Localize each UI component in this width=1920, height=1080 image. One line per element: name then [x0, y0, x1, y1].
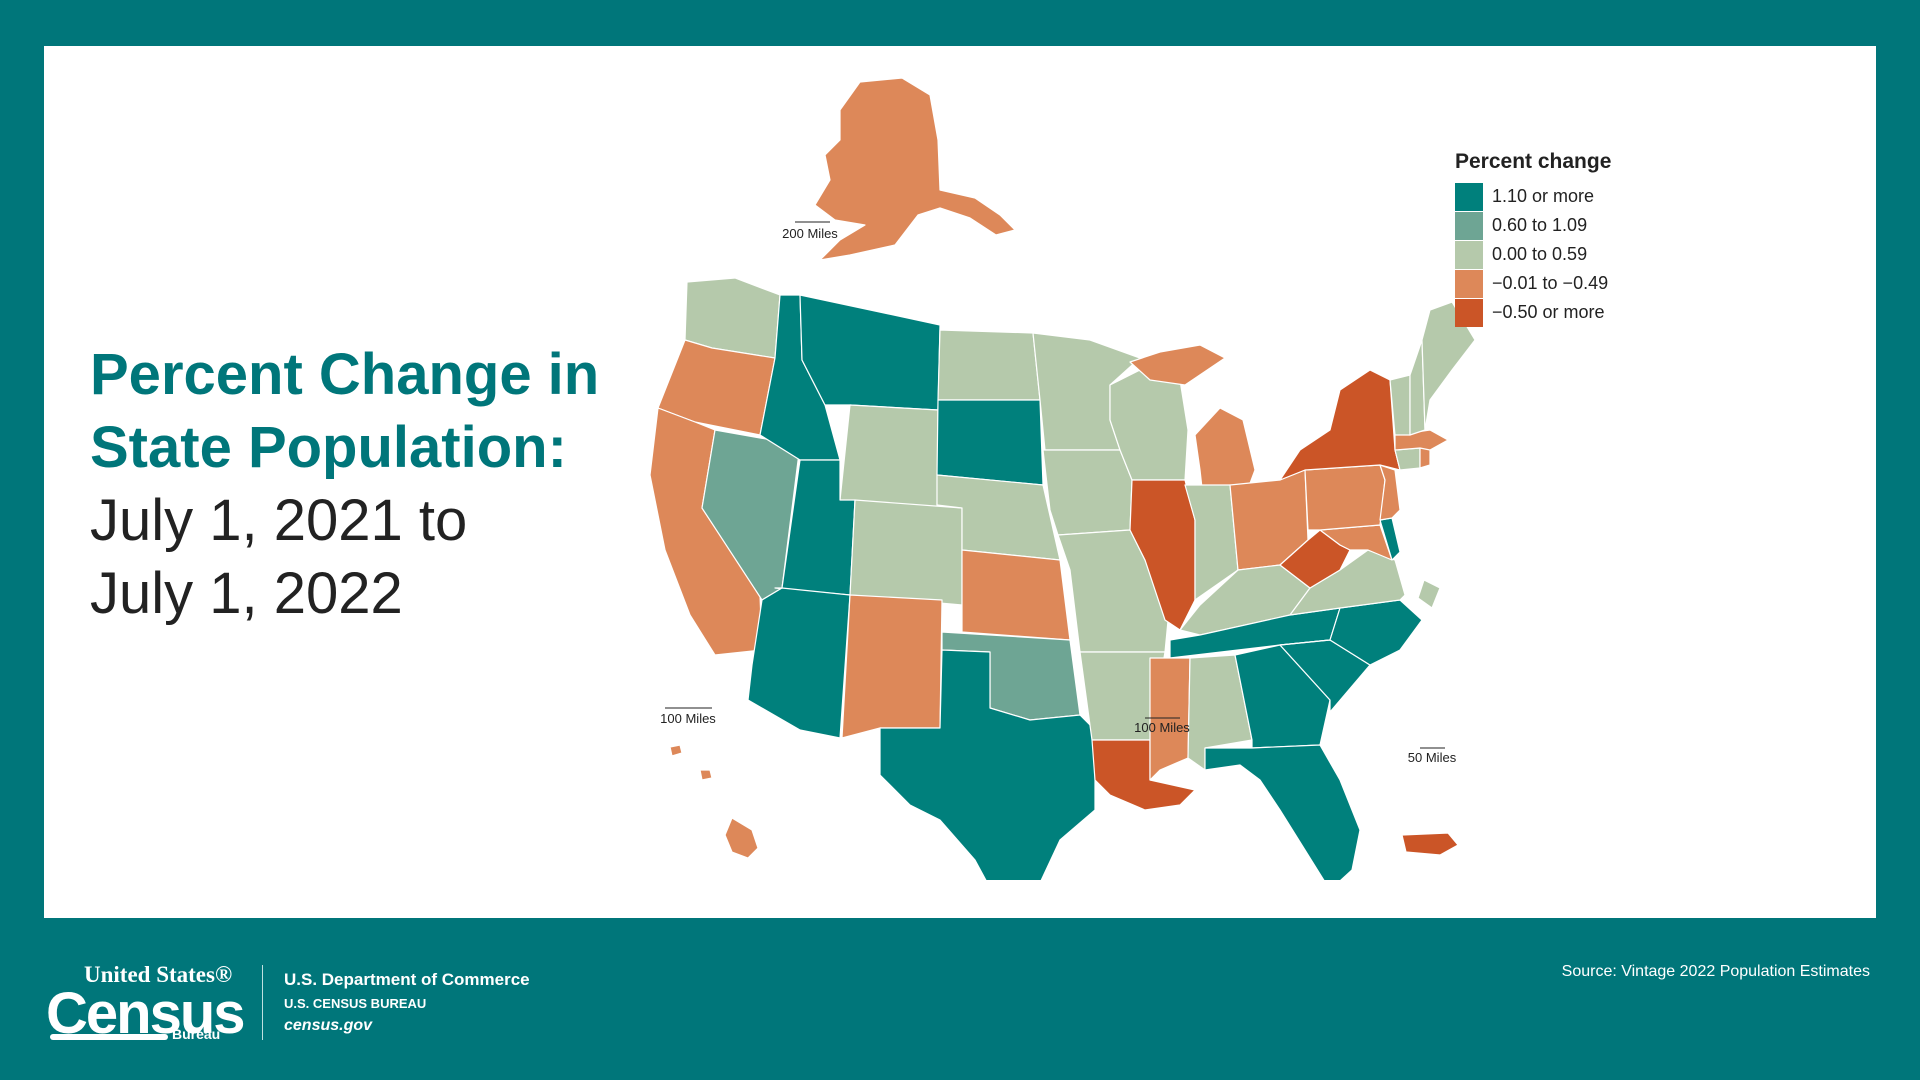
state-DC	[1417, 579, 1441, 609]
state-KS	[961, 549, 1071, 641]
state-FL	[1204, 744, 1361, 880]
legend-label-mid-high: 0.60 to 1.09	[1492, 215, 1588, 235]
logo-united-states: United States®	[84, 962, 233, 987]
state-IN	[1184, 484, 1239, 601]
footer-divider	[262, 965, 263, 1040]
source-note: Source: Vintage 2022 Population Estimate…	[1561, 963, 1870, 980]
legend-swatch-low	[1455, 269, 1483, 298]
state-WY	[839, 404, 939, 511]
state-PA	[1304, 464, 1386, 531]
state-MI-upper	[1129, 344, 1226, 386]
legend-item-very-low: −0.50 or more	[1455, 298, 1675, 327]
map-legend: Percent change 1.10 or more 0.60 to 1.09…	[1455, 150, 1675, 327]
legend-label-high: 1.10 or more	[1492, 186, 1595, 206]
state-ME	[1421, 301, 1476, 431]
logo-underline	[50, 1034, 168, 1040]
bureau-name: U.S. CENSUS BUREAU	[284, 996, 427, 1011]
legend-swatch-very-low	[1455, 298, 1483, 327]
legend-label-low: −0.01 to −0.49	[1492, 273, 1609, 293]
state-NM	[841, 594, 943, 739]
state-MS	[1149, 657, 1191, 781]
scale-puerto-rico: 50 Miles	[1408, 747, 1457, 765]
department-name: U.S. Department of Commerce	[284, 970, 530, 989]
legend-item-mid-high: 0.60 to 1.09	[1455, 211, 1675, 240]
state-NJ	[1379, 464, 1401, 521]
scale-alaska: 200 Miles	[782, 221, 838, 241]
scale-conus: 100 Miles	[1134, 717, 1190, 735]
legend-swatch-high	[1455, 182, 1483, 211]
state-CT	[1394, 447, 1421, 471]
department-block: U.S. Department of Commerce U.S. CENSUS …	[284, 970, 530, 1035]
legend-swatch-mid	[1455, 240, 1483, 269]
state-AZ	[747, 587, 851, 739]
scale-label-alaska: 200 Miles	[782, 226, 838, 241]
legend-label-very-low: −0.50 or more	[1492, 302, 1605, 322]
state-HI	[669, 744, 759, 859]
state-SD	[936, 399, 1044, 486]
title-line-2: State Population:	[90, 415, 567, 480]
territory-PR	[1401, 832, 1459, 856]
census-gov-link[interactable]: census.gov	[284, 1017, 373, 1034]
us-map: 200 Miles 100 Miles 100 Miles 50 Miles	[649, 77, 1476, 880]
scale-label-hawaii: 100 Miles	[660, 711, 716, 726]
logo-bureau: Bureau	[172, 1026, 221, 1042]
state-CO	[849, 499, 963, 606]
state-MT	[799, 294, 941, 411]
legend-title: Percent change	[1455, 150, 1612, 173]
title-line-3: July 1, 2021 to	[90, 488, 468, 553]
title-line-1: Percent Change in	[90, 342, 600, 407]
scale-label-puerto-rico: 50 Miles	[1408, 750, 1457, 765]
scale-hawaii: 100 Miles	[660, 707, 716, 726]
census-bureau-logo[interactable]: United States® Census Bureau	[46, 962, 246, 1046]
legend-item-high: 1.10 or more	[1455, 182, 1675, 211]
state-RI	[1419, 447, 1431, 469]
state-NY	[1279, 369, 1401, 481]
page-title: Percent Change in State Population: July…	[90, 338, 710, 630]
scale-label-conus: 100 Miles	[1134, 720, 1190, 735]
legend-item-mid: 0.00 to 0.59	[1455, 240, 1675, 269]
state-ND	[937, 329, 1041, 401]
title-line-4: July 1, 2022	[90, 561, 403, 626]
state-TX	[879, 649, 1096, 880]
legend-label-mid: 0.00 to 0.59	[1492, 244, 1588, 264]
state-IA	[1042, 449, 1133, 536]
legend-swatch-mid-high	[1455, 211, 1483, 240]
legend-item-low: −0.01 to −0.49	[1455, 269, 1675, 298]
state-NC	[1279, 599, 1423, 666]
state-AK	[814, 77, 1016, 261]
